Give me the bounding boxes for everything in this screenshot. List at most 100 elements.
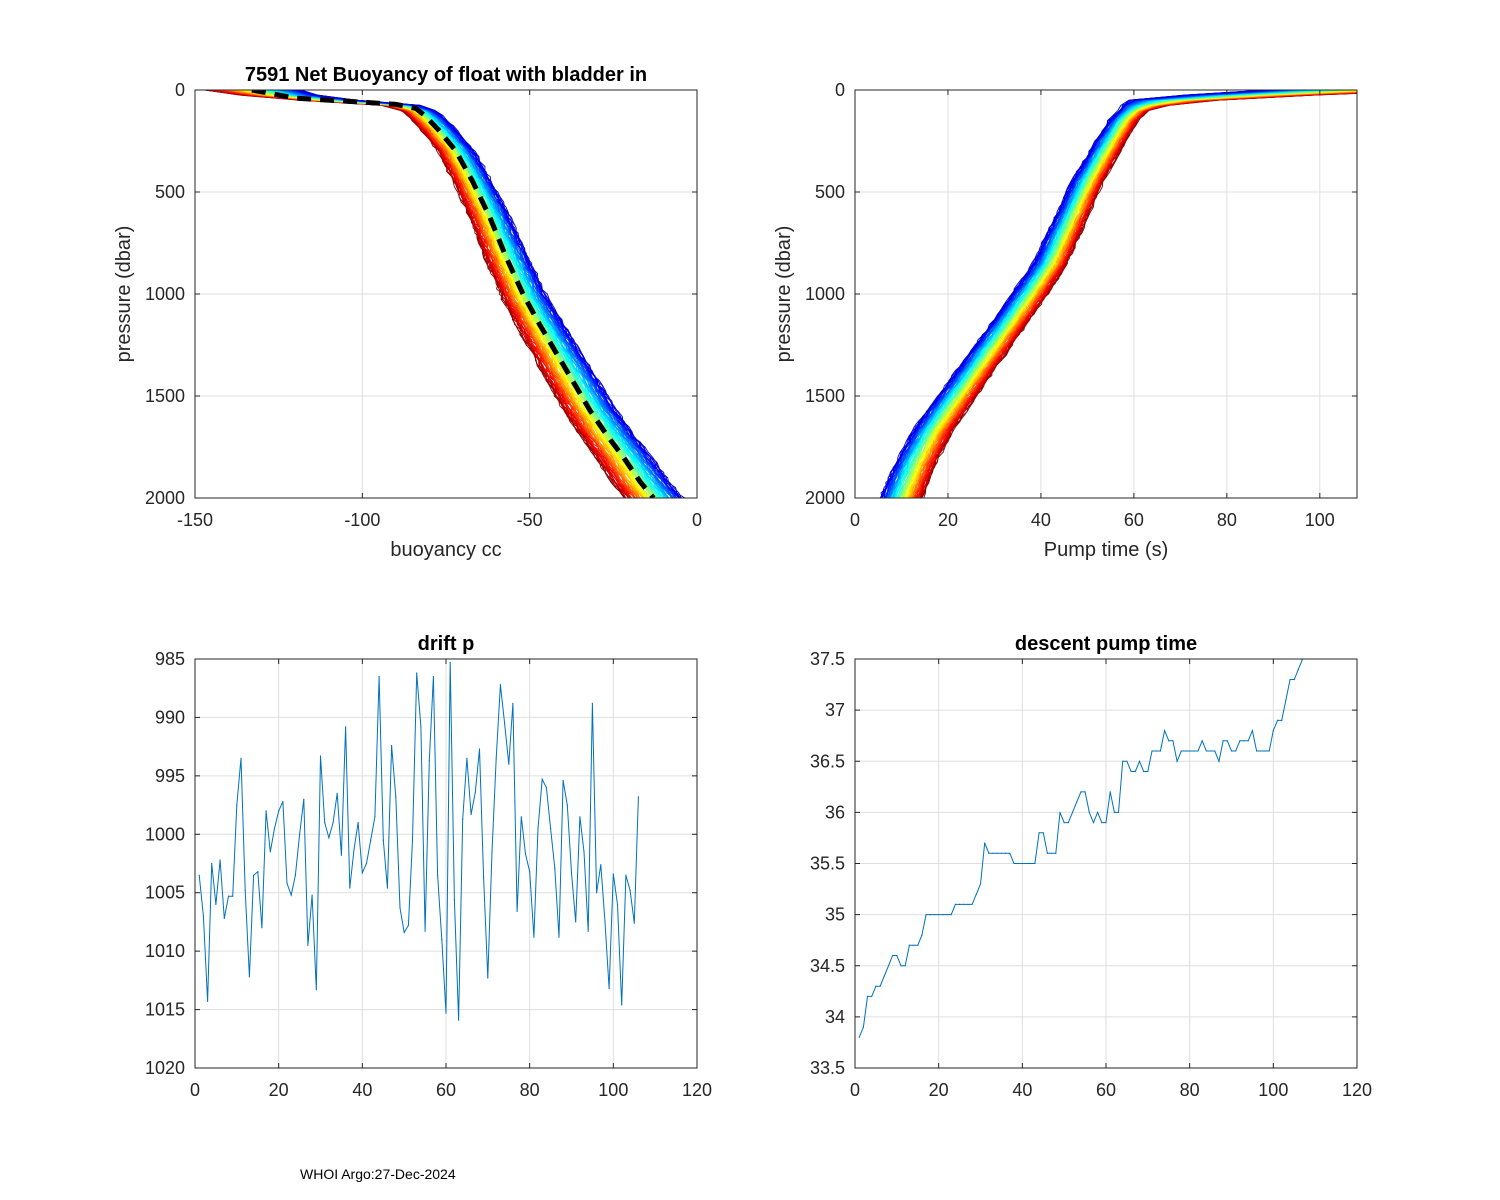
drift-point-86: [558, 936, 560, 938]
descent-point-62: [1117, 811, 1120, 814]
descent-point-3: [871, 995, 873, 998]
descent-point-57: [1097, 811, 1099, 814]
buoyancy-profiles: [204, 90, 686, 498]
pump-xtick-label-0: 0: [850, 510, 860, 530]
descent-point-17: [929, 914, 931, 916]
descent-point-74: [1168, 740, 1170, 742]
drift-point-84: [550, 827, 552, 830]
drift-xtick-label-6: 120: [682, 1080, 712, 1100]
descent-ytick-label-4: 35.5: [810, 854, 845, 874]
drift-point-31: [328, 837, 330, 839]
descent-point-45: [1046, 852, 1048, 854]
buoyancy-xlabel: buoyancy cc: [390, 539, 501, 561]
drift-point-44: [382, 839, 384, 841]
drift-point-68: [483, 876, 485, 879]
descent-point-59: [1105, 822, 1107, 824]
descent-point-103: [1289, 678, 1291, 681]
descent-point-70: [1151, 750, 1153, 752]
buoy-xtick-label-3: 0: [692, 510, 702, 530]
pump-profile-104: [880, 90, 1267, 498]
drift-xtick-label-3: 60: [436, 1080, 456, 1100]
descent-point-39: [1021, 862, 1023, 865]
descent-point-40: [1025, 862, 1028, 865]
drift-ytick-label-6: 1015: [145, 1000, 185, 1020]
descent-point-83: [1205, 750, 1207, 752]
drift-point-95: [596, 892, 598, 894]
descent-point-5: [879, 985, 881, 987]
descent-point-93: [1247, 740, 1249, 742]
pump-xlabel: Pump time (s): [1044, 539, 1168, 561]
drift-point-8: [232, 895, 234, 897]
pump-profiles: [879, 90, 1357, 498]
drift-point-16: [265, 810, 267, 812]
drift-xtick-label-5: 100: [598, 1080, 628, 1100]
drift-point-51: [411, 839, 414, 841]
descent-point-20: [942, 914, 944, 916]
drift-point-62: [458, 1019, 460, 1021]
pump-xtick-label-1: 20: [938, 510, 958, 530]
descent-point-98: [1268, 750, 1270, 752]
buoy-ytick-label-0: 0: [175, 80, 185, 100]
axes-drift-p: 0 20 40 60 80 100 120 985 990 995 1000 1005 1010 1015…: [145, 633, 712, 1100]
descent-point-97: [1264, 750, 1266, 752]
descent-point-58: [1101, 822, 1103, 824]
descent-xtick-label-0: 0: [850, 1080, 860, 1100]
drift-point-34: [340, 854, 342, 856]
drift-point-18: [273, 827, 276, 830]
descent-point-67: [1138, 760, 1141, 762]
drift-point-35: [345, 726, 347, 728]
drift-point-72: [499, 684, 501, 686]
descent-point-86: [1218, 760, 1220, 762]
drift-point-7: [227, 895, 230, 897]
axes-buoyancy: -150 -100 -50 0 0 500 1000 1500 2000 7591 Net Bu…: [113, 64, 702, 561]
drift-point-11: [244, 889, 246, 892]
buoyancy-title: 7591 Net Buoyancy of float with bladder …: [245, 64, 647, 86]
drift-point-53: [420, 726, 422, 728]
descent-point-47: [1055, 852, 1057, 854]
buoyancy-ylabel: pressure (dbar): [113, 226, 135, 363]
drift-point-47: [395, 796, 397, 798]
drift-point-20: [282, 801, 284, 803]
descent-ticks: 0 20 40 60 80 100 120 33.5 34 34.5 35 35.5 36 36.5 37 3…: [810, 649, 1372, 1100]
drift-point-90: [575, 921, 577, 923]
drift-point-52: [416, 672, 418, 674]
descent-ytick-label-5: 36: [825, 802, 845, 822]
descent-ytick-label-6: 36.5: [810, 751, 845, 771]
descent-point-18: [933, 914, 936, 916]
descent-point-26: [967, 903, 969, 906]
descent-point-43: [1038, 832, 1040, 834]
drift-point-82: [541, 778, 543, 781]
drift-point-61: [453, 899, 455, 901]
pump-profile-28: [910, 91, 1357, 498]
drift-point-12: [248, 976, 250, 978]
descent-point-65: [1130, 770, 1132, 773]
descent-point-14: [917, 944, 919, 946]
descent-point-46: [1051, 852, 1053, 854]
descent-point-84: [1210, 750, 1212, 752]
descent-point-99: [1272, 730, 1274, 732]
descent-point-53: [1080, 791, 1082, 793]
descent-point-37: [1013, 862, 1015, 865]
descent-point-92: [1243, 740, 1245, 742]
drift-point-70: [491, 851, 493, 853]
drift-point-67: [478, 748, 481, 750]
descent-point-80: [1193, 750, 1195, 752]
descent-point-55: [1088, 811, 1090, 814]
pump-ylabel: pressure (dbar): [773, 226, 795, 363]
buoy-profile-90: [285, 90, 674, 498]
drift-point-9: [236, 804, 238, 806]
descent-grid: [854, 658, 1358, 1069]
descent-xtick-label-2: 40: [1012, 1080, 1032, 1100]
drift-ytick-label-1: 990: [155, 707, 185, 727]
descent-point-34: [1000, 852, 1003, 854]
descent-point-6: [883, 975, 885, 977]
drift-point-23: [294, 874, 296, 876]
drift-ticks: 0 20 40 60 80 100 120 985 990 995 1000 1005 1010 1015…: [145, 649, 712, 1100]
buoyancy-ticks: -150 -100 -50 0 0 500 1000 1500 2000: [145, 80, 702, 530]
descent-point-81: [1197, 750, 1199, 752]
descent-point-72: [1159, 750, 1161, 752]
descent-point-73: [1164, 730, 1166, 732]
drift-point-37: [353, 848, 355, 851]
